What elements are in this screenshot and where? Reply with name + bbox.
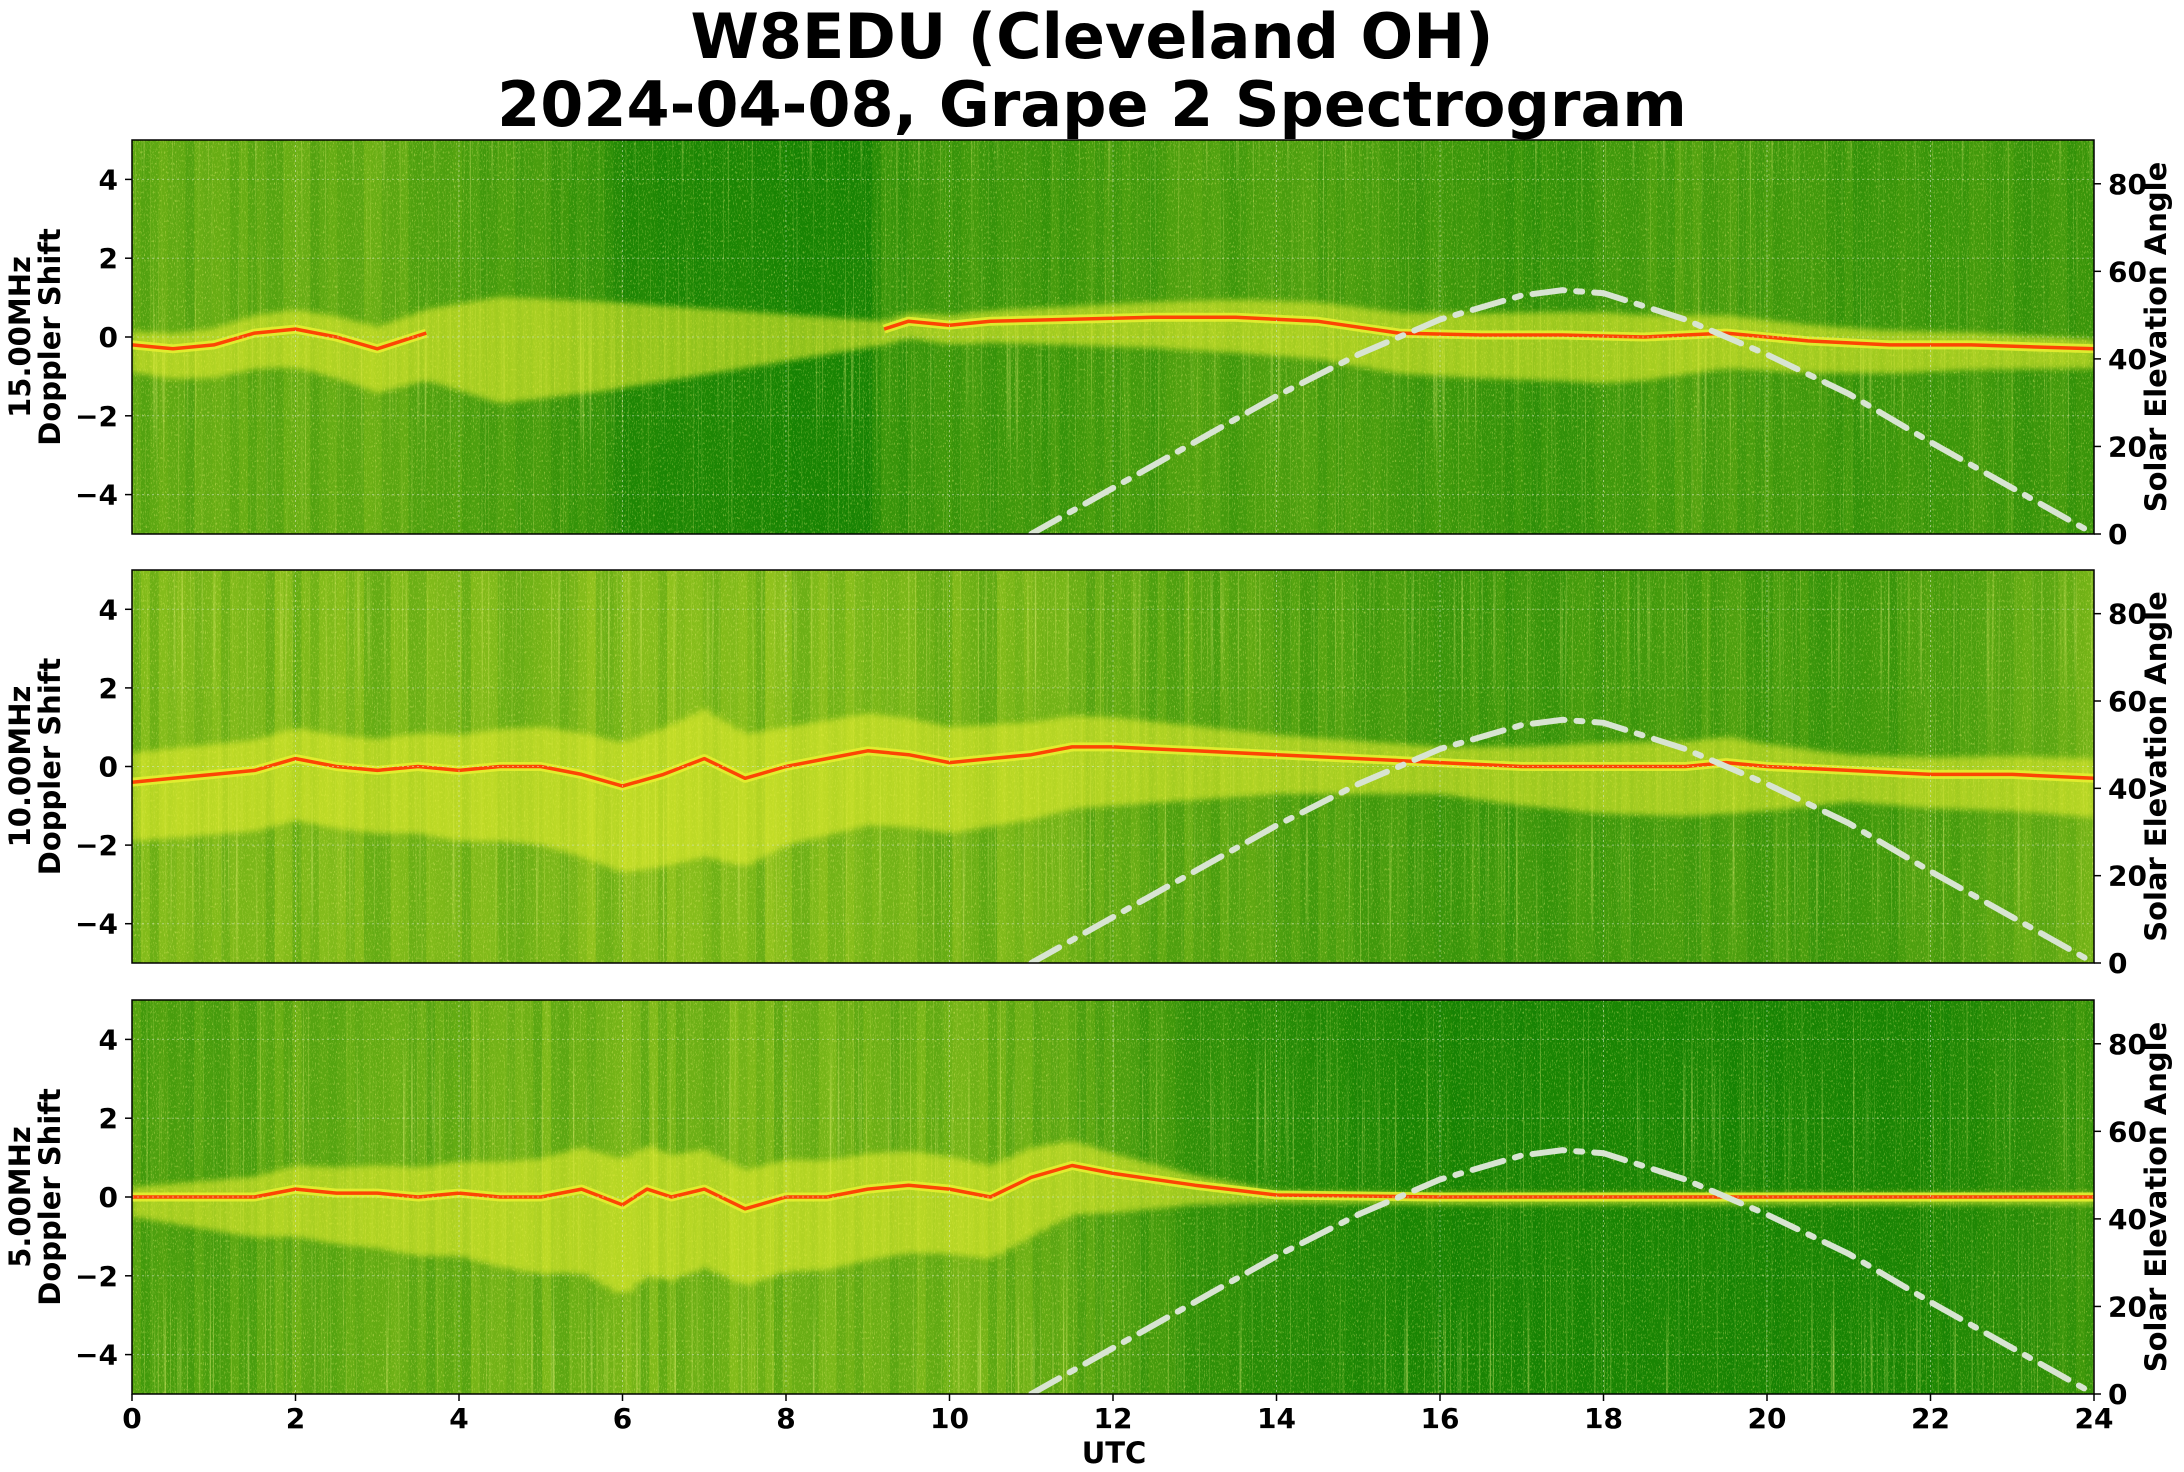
x-tick-label: 12 [1094,1402,1133,1435]
y2-tick-label: 20 [2108,860,2147,893]
y2-tick-label: 80 [2108,168,2147,201]
y-tick-label: −4 [75,479,118,512]
y-tick-label: 4 [99,163,118,196]
y-tick-label: 0 [99,751,118,784]
y2-axis-label: Solar Elevation Angle [2139,591,2173,942]
doppler-trace-1 [132,1163,2094,1211]
x-tick-label: 2 [286,1402,305,1435]
y2-tick-label: 60 [2108,255,2147,288]
y-axis-label-line-1: 5.00MHz [3,1126,37,1268]
figure-title-line-2: 2024-04-08, Grape 2 Spectrogram [497,68,1687,141]
x-tick-label: 22 [1911,1402,1950,1435]
x-tick-label: 14 [1257,1402,1296,1435]
y2-tick-label: 20 [2108,430,2147,463]
y-tick-label: −4 [75,908,118,941]
y-tick-label: 0 [99,321,118,354]
y-tick-label: −2 [75,829,118,862]
y-tick-label: −2 [75,1260,118,1293]
x-tick-label: 6 [613,1402,632,1435]
y-tick-label: 2 [99,1102,118,1135]
y2-tick-label: 80 [2108,598,2147,631]
doppler-trace-1 [132,745,2094,788]
x-tick-label: 8 [776,1402,795,1435]
y-axis-label-line-2: Doppler Shift [33,1088,67,1306]
spectrogram-plot-area [132,570,2094,963]
y-tick-label: 4 [99,593,118,626]
solar-elevation-curve [1028,287,2094,534]
solar-elevation-curve [1028,716,2094,963]
y2-tick-label: 60 [2108,1115,2147,1148]
y2-axis-label: Solar Elevation Angle [2139,162,2173,513]
doppler-trace-2 [883,315,2094,351]
y-tick-label: 2 [99,672,118,705]
y-axis-label-line-1: 15.00MHz [3,256,37,418]
y-axis-label-line-2: Doppler Shift [33,658,67,876]
doppler-trace-1 [132,327,427,351]
x-tick-label: 16 [1421,1402,1460,1435]
y2-tick-label: 0 [2108,947,2127,980]
y2-tick-label: 20 [2108,1290,2147,1323]
x-tick-label: 4 [449,1402,468,1435]
y-axis-label-line-1: 10.00MHz [3,686,37,848]
y-tick-label: 0 [99,1181,118,1214]
y-tick-label: 4 [99,1023,118,1056]
y2-tick-label: 40 [2108,1203,2147,1236]
y2-tick-label: 0 [2108,1378,2127,1411]
spectrogram-plot-area [132,140,2094,534]
spectrogram-plot-area [132,1000,2094,1394]
x-axis: 0 2 4 6 8 10 12 14 16 18 20 22 24 [122,1394,2113,1435]
grid-lines [132,1000,2094,1394]
y-tick-label: −2 [75,400,118,433]
x-tick-label: 0 [122,1402,141,1435]
y2-tick-label: 40 [2108,343,2147,376]
grid-lines [132,570,2094,963]
x-axis-label: UTC [1082,1436,1147,1470]
y-tick-label: 2 [99,242,118,275]
solar-elevation-curve [1028,1147,2094,1394]
x-tick-label: 24 [2075,1402,2114,1435]
x-tick-label: 10 [930,1402,969,1435]
grid-lines [132,140,2094,534]
y2-axis-label: Solar Elevation Angle [2139,1022,2173,1373]
y2-tick-label: 60 [2108,685,2147,718]
y-tick-label: −4 [75,1339,118,1372]
x-tick-label: 20 [1748,1402,1787,1435]
y2-tick-label: 40 [2108,772,2147,805]
x-tick-label: 18 [1584,1402,1623,1435]
y-axis-label-line-2: Doppler Shift [33,228,67,446]
y2-tick-label: 80 [2108,1028,2147,1061]
y2-tick-label: 0 [2108,518,2127,551]
figure-title-line-1: W8EDU (Cleveland OH) [690,0,1493,73]
